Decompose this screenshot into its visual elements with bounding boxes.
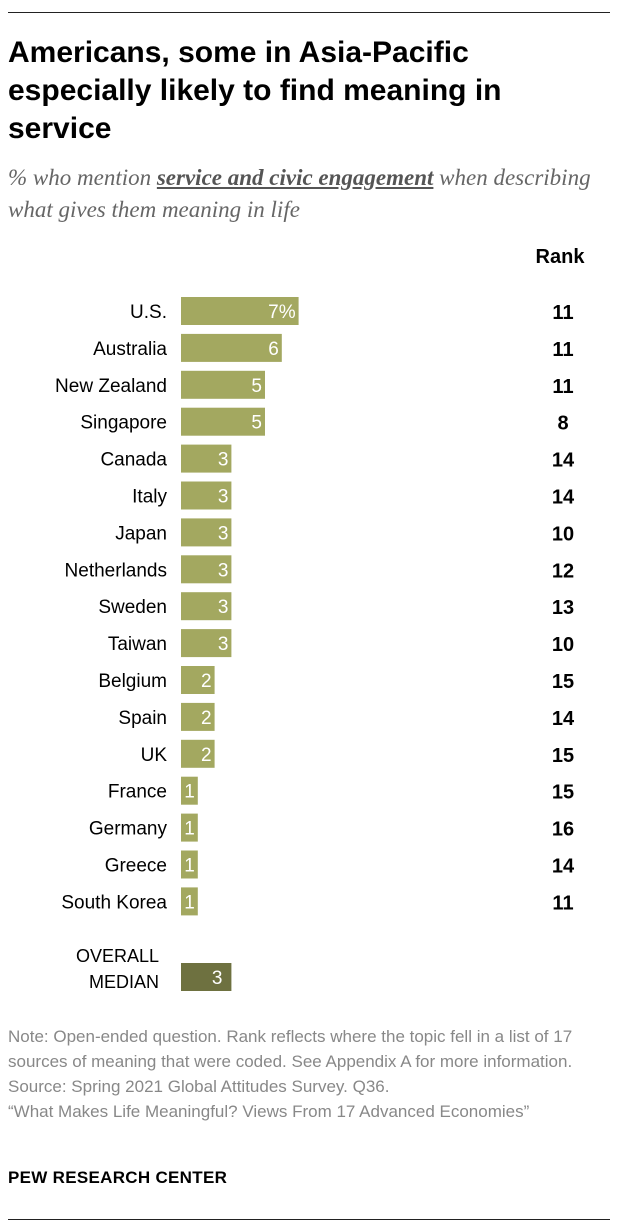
bar-france	[181, 776, 198, 805]
value-label-new-zealand: 5	[251, 376, 262, 397]
bar-netherlands	[181, 555, 232, 584]
subtitle-topic: service and civic engagement	[156, 165, 434, 190]
category-label-australia: Australia	[93, 339, 167, 360]
bar-canada	[181, 444, 232, 473]
category-label-greece: Greece	[105, 856, 167, 877]
value-label-uk: 2	[201, 745, 212, 766]
rank-south-korea: 11	[552, 892, 573, 914]
value-label-sweden: 3	[218, 597, 229, 618]
category-label-sweden: Sweden	[98, 597, 167, 618]
bar-greece	[181, 850, 198, 879]
bar-overall-median	[181, 963, 232, 991]
chart-notes: Note: Open-ended question. Rank reflects…	[8, 1024, 608, 1124]
value-label-germany: 1	[184, 819, 195, 840]
category-label-u-s: U.S.	[130, 302, 167, 323]
bar-uk	[181, 739, 215, 768]
category-label-canada: Canada	[100, 450, 167, 471]
subtitle-suffix: when describing what gives them meaning …	[8, 165, 591, 222]
rank-uk: 15	[552, 745, 574, 767]
category-label-south-korea: South Korea	[61, 892, 167, 913]
value-label-overall-median: 3	[212, 968, 223, 989]
value-label-france: 1	[184, 782, 195, 803]
subtitle-prefix: % who mention	[8, 165, 157, 190]
category-label-belgium: Belgium	[98, 671, 167, 692]
value-label-canada: 3	[218, 450, 229, 471]
value-label-taiwan: 3	[218, 634, 229, 655]
value-label-south-korea: 1	[184, 892, 195, 913]
report-title: “What Makes Life Meaningful? Views From …	[8, 1102, 530, 1121]
rank-netherlands: 12	[552, 560, 574, 582]
value-label-spain: 2	[201, 708, 212, 729]
bar-belgium	[181, 666, 215, 694]
value-label-netherlands: 3	[218, 560, 229, 581]
bar-u-s	[181, 297, 299, 325]
value-label-japan: 3	[218, 523, 229, 544]
value-label-greece: 1	[184, 856, 195, 877]
bar-japan	[181, 518, 232, 547]
bar-south-korea	[181, 887, 198, 916]
bar-italy	[181, 481, 232, 510]
rank-column-header: Rank	[535, 246, 585, 268]
value-label-singapore: 5	[251, 413, 262, 434]
rank-u-s: 11	[552, 302, 573, 324]
rank-sweden: 13	[552, 597, 574, 619]
brand-logo-text: PEW RESEARCH CENTER	[8, 1168, 228, 1187]
chart-subtitle: % who mention service and civic engageme…	[8, 162, 608, 226]
value-label-u-s: 7%	[268, 302, 296, 323]
category-label-taiwan: Taiwan	[108, 634, 167, 655]
bar-taiwan	[181, 629, 232, 658]
category-label-new-zealand: New Zealand	[55, 376, 167, 397]
value-label-belgium: 2	[201, 671, 212, 692]
rank-belgium: 15	[552, 671, 574, 693]
bar-australia	[181, 333, 282, 362]
rank-new-zealand: 11	[552, 376, 573, 398]
category-label-spain: Spain	[118, 708, 167, 729]
bar-new-zealand	[181, 370, 265, 399]
category-label-singapore: Singapore	[80, 413, 167, 434]
source-text: Source: Spring 2021 Global Attitudes Sur…	[8, 1077, 390, 1096]
rank-canada: 14	[552, 450, 575, 472]
category-label-germany: Germany	[89, 819, 168, 840]
bar-sweden	[181, 592, 232, 621]
rank-greece: 14	[552, 856, 575, 878]
rank-singapore: 8	[557, 413, 568, 435]
category-label-italy: Italy	[132, 487, 167, 508]
median-label-line-1: OVERALL	[76, 946, 159, 966]
median-label-line-2: MEDIAN	[89, 972, 159, 992]
category-label-uk: UK	[141, 745, 168, 766]
chart-title: Americans, some in Asia-Pacific especial…	[8, 36, 502, 145]
rank-germany: 16	[552, 819, 574, 841]
bottom-rule	[8, 1219, 610, 1220]
note-text: Note: Open-ended question. Rank reflects…	[8, 1027, 573, 1071]
value-label-italy: 3	[218, 487, 229, 508]
top-rule	[8, 12, 610, 13]
category-label-netherlands: Netherlands	[65, 560, 167, 581]
bar-singapore	[181, 407, 265, 436]
category-label-france: France	[108, 782, 167, 803]
rank-italy: 14	[552, 487, 575, 509]
bar-spain	[181, 702, 215, 731]
bar-germany	[181, 813, 198, 842]
rank-spain: 14	[552, 708, 575, 730]
value-label-australia: 6	[268, 339, 279, 360]
rank-japan: 10	[552, 523, 574, 545]
rank-taiwan: 10	[552, 634, 574, 656]
rank-france: 15	[552, 782, 574, 804]
rank-australia: 11	[552, 339, 573, 361]
category-label-japan: Japan	[115, 523, 167, 544]
